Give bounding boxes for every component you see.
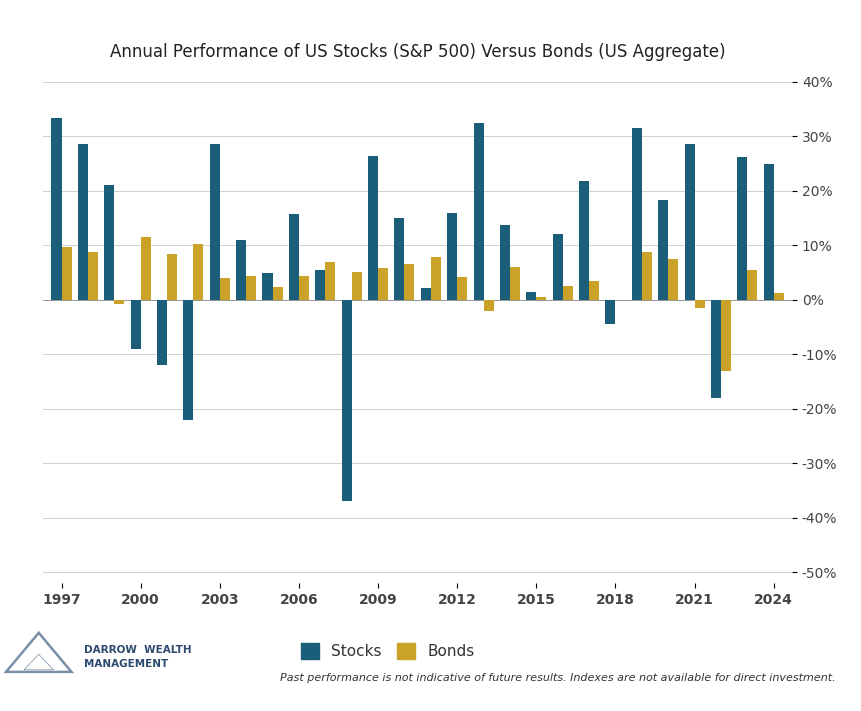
Bar: [157, 300, 167, 365]
Bar: [315, 270, 325, 300]
Bar: [405, 264, 414, 300]
Bar: [605, 300, 616, 324]
Bar: [447, 213, 457, 300]
Title: Annual Performance of US Stocks (S&P 500) Versus Bonds (US Aggregate): Annual Performance of US Stocks (S&P 500…: [109, 43, 726, 61]
Bar: [658, 200, 668, 300]
Bar: [236, 240, 246, 300]
Bar: [562, 286, 573, 300]
Bar: [88, 252, 98, 300]
Bar: [721, 300, 731, 370]
Bar: [632, 128, 641, 300]
Bar: [167, 254, 177, 300]
Bar: [220, 277, 230, 300]
Bar: [579, 181, 589, 300]
Bar: [289, 214, 299, 300]
Bar: [553, 235, 562, 300]
Bar: [589, 281, 599, 300]
Bar: [536, 297, 546, 300]
Bar: [695, 300, 704, 308]
Bar: [510, 267, 520, 300]
Bar: [474, 124, 484, 300]
Bar: [668, 259, 678, 300]
Bar: [299, 277, 309, 300]
Bar: [140, 237, 151, 300]
Bar: [394, 218, 405, 300]
Bar: [747, 270, 758, 300]
Bar: [183, 300, 194, 420]
Bar: [421, 289, 430, 300]
Bar: [641, 252, 652, 300]
Text: MANAGEMENT: MANAGEMENT: [84, 659, 168, 669]
Bar: [457, 277, 468, 300]
Bar: [484, 300, 493, 311]
Bar: [526, 292, 536, 300]
Bar: [210, 144, 220, 300]
Bar: [77, 144, 88, 300]
Bar: [737, 156, 747, 300]
Bar: [325, 262, 335, 300]
Bar: [351, 272, 362, 300]
Bar: [246, 277, 257, 300]
Bar: [774, 293, 784, 300]
Legend: Stocks, Bonds: Stocks, Bonds: [294, 637, 480, 665]
Text: Past performance is not indicative of future results. Indexes are not available : Past performance is not indicative of fu…: [280, 673, 835, 683]
Bar: [684, 144, 695, 300]
Bar: [500, 225, 510, 300]
Bar: [764, 164, 774, 300]
Bar: [711, 300, 721, 398]
Text: DARROW  WEALTH: DARROW WEALTH: [84, 645, 191, 655]
Bar: [342, 300, 351, 501]
Bar: [52, 118, 61, 300]
Bar: [61, 247, 71, 300]
Bar: [378, 268, 388, 300]
Bar: [368, 156, 378, 300]
Bar: [131, 300, 140, 349]
Bar: [263, 273, 273, 300]
Bar: [115, 300, 124, 304]
Bar: [273, 287, 282, 300]
Bar: [104, 186, 115, 300]
Bar: [194, 244, 203, 300]
Bar: [430, 257, 441, 300]
